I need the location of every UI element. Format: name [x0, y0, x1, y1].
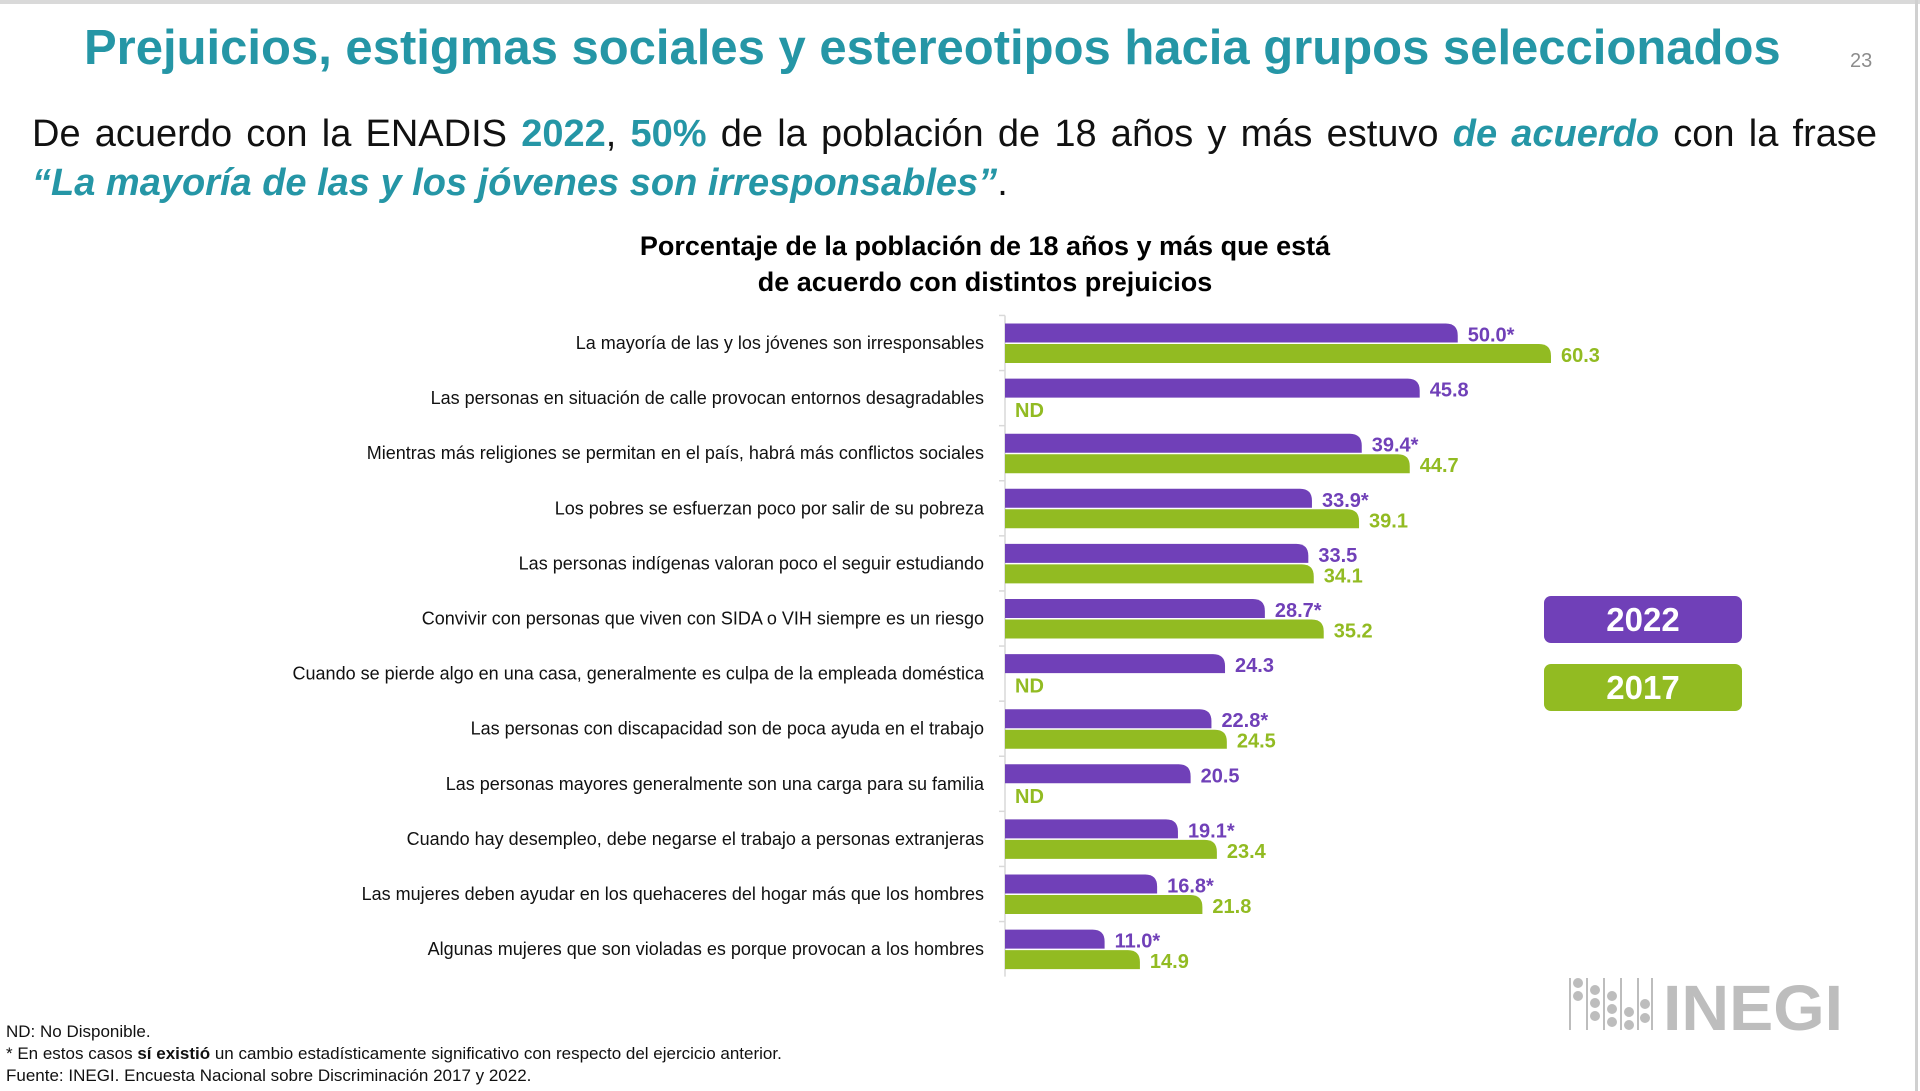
subtitle: De acuerdo con la ENADIS 2022, 50% de la…	[32, 110, 1877, 208]
subtitle-text: .	[997, 162, 1008, 204]
category-label: Las personas en situación de calle provo…	[431, 388, 984, 408]
right-border	[1915, 0, 1918, 1091]
page-number: 23	[1850, 50, 1873, 72]
category-label: Las mujeres deben ayudar en los quehacer…	[362, 884, 984, 904]
data-label-nd: ND	[1015, 676, 1044, 698]
data-label-2017: 35.2	[1334, 621, 1373, 643]
data-label-nd: ND	[1015, 400, 1044, 422]
data-label-2017: 24.5	[1237, 731, 1276, 753]
category-label: Cuando se pierde algo en una casa, gener…	[293, 664, 985, 684]
bar-2022	[1005, 874, 1158, 894]
data-label-2022: 22.8*	[1221, 710, 1268, 732]
bar-2017	[1005, 509, 1360, 529]
bar-2022	[1005, 543, 1309, 563]
footnote-bold: sí existió	[137, 1044, 211, 1063]
legend-2017: 2017	[1544, 664, 1742, 711]
category-label: La mayoría de las y los jóvenes son irre…	[576, 333, 984, 353]
category-label: Cuando hay desempleo, debe negarse el tr…	[407, 829, 984, 849]
data-label-2022: 33.9*	[1322, 490, 1369, 512]
data-label-2022: 20.5	[1201, 765, 1240, 787]
subtitle-text: de la población de 18 años y más estuvo	[706, 113, 1453, 155]
bar-2017	[1005, 344, 1551, 363]
footnote-source: Fuente: INEGI. Encuesta Nacional sobre D…	[6, 1066, 532, 1085]
data-label-2017: 34.1	[1324, 565, 1363, 587]
inegi-logo-text: INEGI	[1663, 976, 1843, 1032]
chart-title: Porcentaje de la población de 18 años y …	[485, 228, 1485, 300]
data-label-2017: 23.4	[1227, 841, 1267, 863]
category-label: Las personas indígenas valoran poco el s…	[519, 553, 984, 573]
data-label-2022: 28.7*	[1275, 600, 1322, 622]
data-label-2022: 33.5	[1318, 545, 1357, 567]
bar-2022	[1005, 764, 1191, 784]
data-label-2017: 14.9	[1150, 951, 1189, 973]
category-label: Los pobres se esfuerzan poco por salir d…	[555, 498, 985, 518]
data-label-2017: 21.8	[1212, 896, 1251, 918]
footnote-text: un cambio estadísticamente significativo…	[210, 1044, 782, 1063]
data-label-nd: ND	[1015, 786, 1044, 808]
data-label-2022: 45.8	[1430, 380, 1469, 402]
data-label-2017: 39.1	[1369, 510, 1408, 532]
bar-2022	[1005, 599, 1265, 618]
footnote-nd: ND: No Disponible.	[6, 1022, 151, 1041]
bar-2022	[1005, 819, 1178, 839]
subtitle-text: De acuerdo con la ENADIS	[32, 113, 522, 155]
inegi-logo-icon: INEGI	[1569, 972, 1843, 1044]
data-label-2022: 19.1*	[1188, 820, 1235, 842]
bar-2017	[1005, 454, 1410, 474]
page-title: Prejuicios, estigmas sociales y estereot…	[84, 21, 1781, 75]
data-label-2017: 60.3	[1561, 345, 1600, 367]
bar-2022	[1005, 378, 1420, 398]
subtitle-emphasis: de acuerdo	[1452, 113, 1660, 155]
category-label: Algunas mujeres que son violadas es porq…	[428, 939, 984, 959]
category-label: Las personas con discapacidad son de poc…	[471, 719, 984, 739]
data-label-2022: 11.0*	[1115, 931, 1161, 953]
data-label-2022: 16.8*	[1167, 876, 1214, 898]
chart-title-line1: Porcentaje de la población de 18 años y …	[639, 231, 1331, 261]
inegi-logo: INEGI	[1567, 972, 1847, 1044]
bar-2017	[1005, 895, 1203, 914]
bar-2017	[1005, 619, 1324, 639]
bar-2022	[1005, 709, 1212, 729]
subtitle-quote: “La mayoría de las y los jóvenes son irr…	[32, 162, 998, 204]
bar-2017	[1005, 729, 1227, 749]
footnote-text: * En estos casos	[6, 1044, 138, 1063]
top-border	[0, 0, 1920, 4]
bar-2022	[1005, 654, 1226, 674]
subtitle-text: con la frase	[1659, 113, 1878, 155]
data-label-2022: 24.3	[1235, 655, 1274, 677]
data-label-2022: 39.4*	[1372, 435, 1419, 457]
category-label: Las personas mayores generalmente son un…	[446, 774, 985, 794]
chart-title-line2: de acuerdo con distintos prejuicios	[757, 267, 1213, 297]
category-label: Mientras más religiones se permitan en e…	[367, 443, 984, 463]
bar-2022	[1005, 433, 1362, 453]
bar-2022	[1005, 929, 1105, 949]
subtitle-year: 2022	[521, 113, 606, 155]
subtitle-percent: 50%	[630, 113, 707, 155]
category-label: Convivir con personas que viven con SIDA…	[422, 609, 984, 629]
bar-2022	[1005, 488, 1312, 508]
bar-2017	[1005, 839, 1217, 859]
bar-2022	[1005, 323, 1458, 343]
data-label-2017: 44.7	[1420, 455, 1459, 477]
data-label-2022: 50.0*	[1468, 325, 1515, 347]
bar-2017	[1005, 950, 1140, 970]
subtitle-text: ,	[605, 113, 631, 155]
footnote-significance: * En estos casos sí existió un cambio es…	[6, 1044, 782, 1064]
legend-2022: 2022	[1544, 596, 1742, 643]
bar-2017	[1005, 564, 1314, 584]
